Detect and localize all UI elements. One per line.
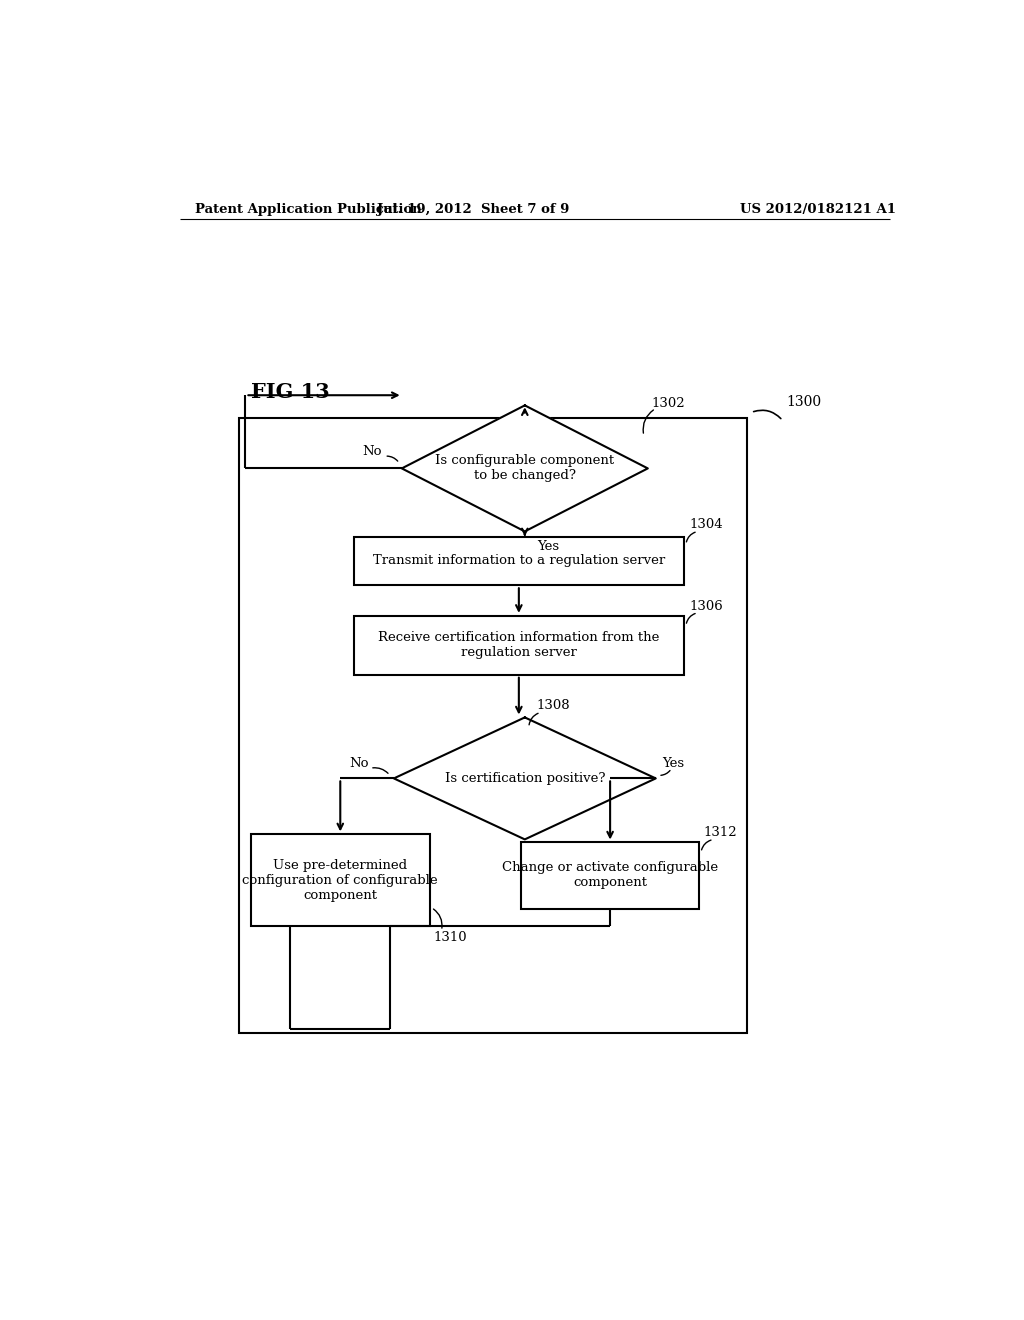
Text: Transmit information to a regulation server: Transmit information to a regulation ser… — [373, 554, 665, 568]
Bar — [251, 834, 430, 925]
Text: 1308: 1308 — [537, 700, 570, 713]
Bar — [240, 417, 748, 1032]
Text: Patent Application Publication: Patent Application Publication — [196, 203, 422, 215]
Polygon shape — [394, 718, 655, 840]
Text: Yes: Yes — [537, 540, 559, 553]
Bar — [521, 842, 699, 908]
Polygon shape — [401, 405, 648, 532]
Text: 1306: 1306 — [690, 599, 724, 612]
Text: 1310: 1310 — [433, 931, 467, 944]
Bar — [354, 536, 684, 585]
Text: Change or activate configurable
component: Change or activate configurable componen… — [502, 862, 718, 890]
Text: 1304: 1304 — [690, 519, 724, 532]
Bar — [354, 615, 684, 675]
Text: Is configurable component
to be changed?: Is configurable component to be changed? — [435, 454, 614, 482]
Text: Use pre-determined
configuration of configurable
component: Use pre-determined configuration of conf… — [243, 858, 438, 902]
Text: US 2012/0182121 A1: US 2012/0182121 A1 — [740, 203, 896, 215]
Text: No: No — [349, 758, 369, 771]
Text: No: No — [362, 445, 382, 458]
Text: 1300: 1300 — [786, 395, 822, 409]
Text: Yes: Yes — [663, 758, 684, 771]
Text: Jul. 19, 2012  Sheet 7 of 9: Jul. 19, 2012 Sheet 7 of 9 — [377, 203, 569, 215]
Text: 1302: 1302 — [652, 397, 685, 411]
Text: Receive certification information from the
regulation server: Receive certification information from t… — [378, 631, 659, 659]
Text: 1312: 1312 — [703, 826, 737, 840]
Text: FIG 13: FIG 13 — [251, 383, 330, 403]
Text: Is certification positive?: Is certification positive? — [444, 772, 605, 785]
